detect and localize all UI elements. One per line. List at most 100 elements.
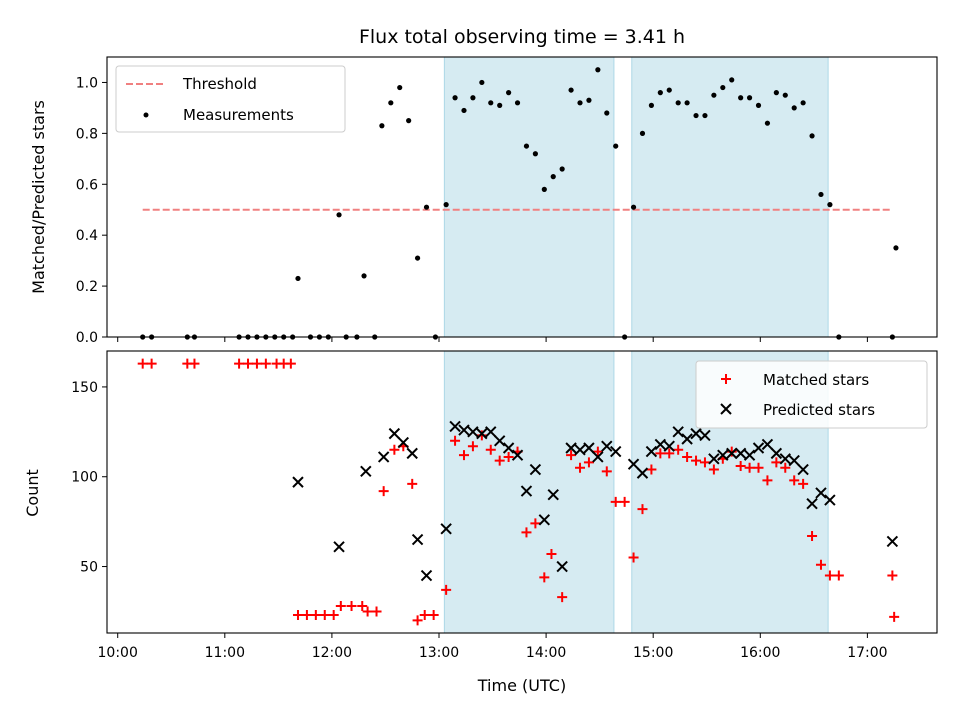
matched-star-point: [476, 430, 487, 441]
predicted-star-point: [565, 442, 577, 454]
matched-star-point: [521, 527, 532, 538]
measurement-point: [893, 245, 899, 251]
matched-star-point: [189, 358, 200, 369]
predicted-star-point: [752, 442, 765, 454]
bottom-plot-frame: [106, 350, 938, 634]
predicted-star-point: [645, 445, 658, 458]
matched-star-point: [530, 518, 541, 529]
predicted-star-point: [797, 463, 809, 476]
predicted-star-point: [520, 485, 533, 497]
matched-star-point: [292, 610, 303, 621]
matched-star-point: [412, 615, 423, 626]
matched-star-point: [378, 486, 389, 497]
matched-star-point: [655, 448, 666, 459]
measurement-point: [755, 102, 762, 108]
measurement-point: [532, 151, 538, 157]
matched-star-point: [575, 462, 586, 473]
measurement-point: [702, 112, 708, 119]
predicted-star-point: [717, 449, 729, 461]
matched-legend-swatch: [721, 374, 731, 384]
measurement-point: [746, 95, 753, 101]
top-ytick-label: 0.2: [76, 279, 98, 295]
predicted-star-point: [538, 514, 551, 526]
measurement-point: [414, 255, 421, 261]
matched-star-point: [494, 455, 505, 466]
predicted-star-point: [406, 447, 418, 460]
measurement-point: [506, 90, 512, 96]
matched-star-point: [407, 478, 418, 489]
measurement-point: [657, 90, 663, 96]
matched-star-point: [146, 358, 157, 369]
measurement-point: [630, 204, 637, 210]
top-axis-ticks: 0.0 0.2 0.4 0.6 0.8 1.0: [76, 75, 868, 346]
predicted-star-point: [672, 426, 684, 438]
matched-star-point: [137, 358, 148, 369]
matched-star-point: [637, 504, 648, 515]
predicted-star-point: [449, 420, 461, 433]
matched-star-point: [310, 610, 321, 621]
predicted-star-point: [788, 454, 800, 467]
bottom-xtick-label: 12:00: [312, 645, 352, 661]
bottom-ytick-label: 50: [80, 560, 98, 576]
measurement-point: [577, 100, 583, 106]
bottom-legend: Matched stars Predicted stars: [695, 360, 928, 429]
matched-star-point: [260, 358, 271, 369]
measurement-point: [295, 275, 301, 282]
predicted-star-point: [547, 488, 559, 501]
measurement-point: [666, 87, 672, 93]
matched-star-point: [807, 531, 818, 542]
top-shaded-intervals: [443, 56, 829, 338]
predicted-star-point: [592, 451, 604, 463]
bottom-axis-ticks: 50 100 150 10:00 11:00 12:00 13:00 14:00 15:00 16…: [71, 380, 887, 661]
bottom-xtick-label: 10:00: [98, 645, 138, 661]
matched-star-point: [833, 570, 844, 581]
predicted-star-point: [708, 453, 720, 465]
measurement-point: [782, 92, 788, 98]
measurement-point: [773, 90, 779, 96]
measurement-point: [648, 102, 655, 108]
measurement-point: [397, 84, 403, 91]
measurement-point: [550, 174, 556, 180]
measurement-point: [479, 79, 485, 86]
predicted-star-point: [654, 438, 667, 451]
predicted-star-point: [636, 467, 649, 479]
matched-star-point: [646, 464, 657, 475]
matched-star-point: [346, 601, 357, 612]
predicted-star-point: [360, 465, 372, 478]
measurement-point: [764, 120, 771, 126]
predicted-star-point: [734, 447, 747, 460]
predicted-star-point: [388, 427, 401, 440]
measurement-point: [729, 77, 735, 83]
bottom-chart-xlabel: Time (UTC): [477, 676, 566, 695]
matched-star-point: [726, 446, 737, 457]
top-legend-box: [115, 65, 346, 133]
matched-star-point: [753, 462, 764, 473]
matched-star-point: [691, 455, 702, 466]
matched-star-point: [762, 475, 773, 486]
predicted-star-point: [556, 560, 568, 573]
bottom-xtick-label: 11:00: [205, 645, 245, 661]
measurement-point: [800, 100, 806, 106]
predicted-star-point: [476, 427, 488, 440]
bottom-shaded-interval: [443, 350, 615, 634]
matched-star-point: [371, 606, 382, 617]
matched-star-point: [546, 548, 557, 559]
matched-star-point: [798, 478, 809, 489]
measurement-point: [568, 87, 574, 93]
predicted-star-point: [502, 442, 515, 454]
matched-star-point: [301, 610, 312, 621]
measurement-point: [379, 123, 385, 129]
top-ytick-label: 1.0: [76, 75, 98, 91]
predicted-star-point: [681, 433, 693, 445]
measurement-point: [443, 202, 449, 208]
predicted-star-point: [761, 438, 774, 451]
predicted-star-point: [770, 447, 783, 460]
matched-star-point: [458, 450, 469, 461]
matched-star-point: [362, 606, 373, 617]
top-ytick-label: 0.0: [76, 330, 98, 346]
measurement-point: [693, 112, 699, 119]
predicted-star-point: [806, 497, 818, 510]
predicted-star-point: [627, 458, 640, 470]
matched-star-point: [243, 358, 254, 369]
